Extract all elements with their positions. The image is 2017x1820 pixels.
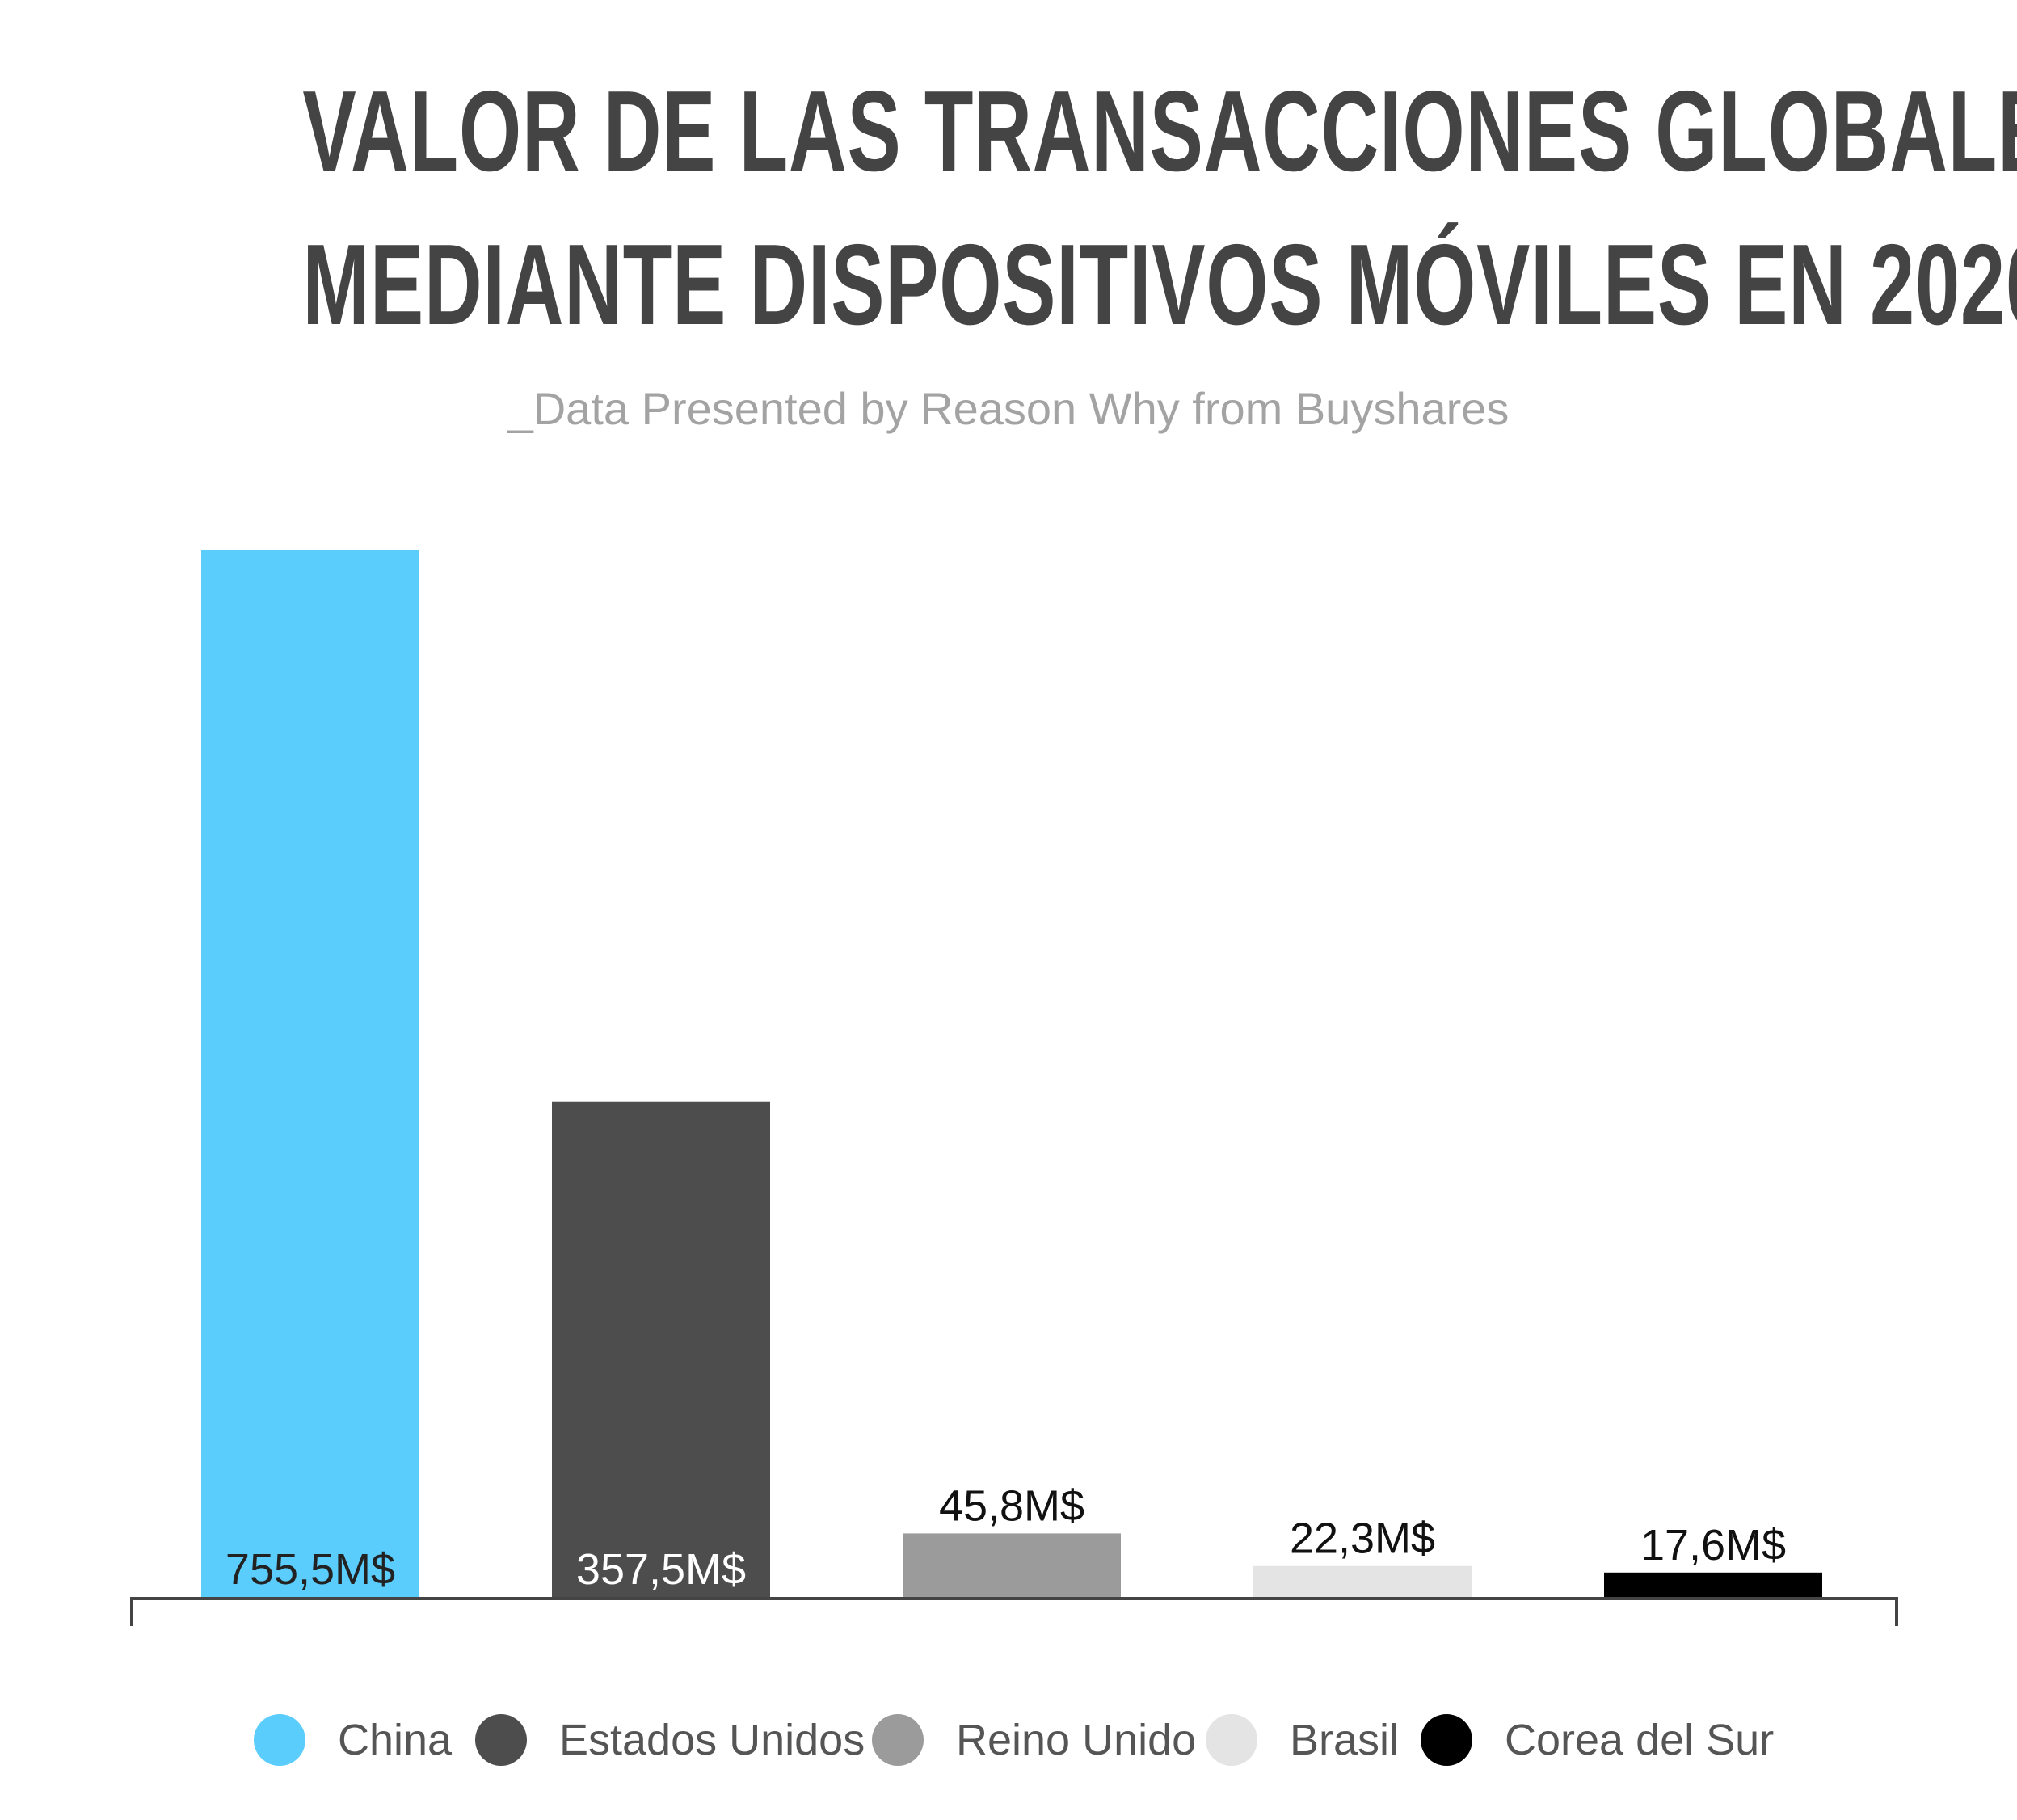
legend-item-estados-unidos: Estados Unidos [475, 1704, 865, 1776]
chart-legend: China Estados Unidos Reino Unido Brasil … [0, 1704, 2017, 1776]
legend-swatch-corea-del-sur [1421, 1714, 1472, 1766]
chart-subtitle: _Data Presented by Reason Why from Buysh… [507, 383, 1510, 434]
bar-china [201, 550, 419, 1597]
bar-brasil [1253, 1565, 1472, 1597]
legend-swatch-china [254, 1714, 305, 1766]
legend-label-reino-unido: Reino Unido [956, 1716, 1197, 1764]
legend-item-reino-unido: Reino Unido [872, 1704, 1196, 1776]
legend-label-corea-del-sur: Corea del Sur [1505, 1716, 1775, 1764]
bar-corea-del-sur [1604, 1572, 1822, 1597]
data-label-reino-unido: 45,8M$ [939, 1481, 1084, 1530]
data-label-estados-unidos: 357,5M$ [576, 1545, 746, 1594]
legend-label-brasil: Brasil [1290, 1716, 1400, 1764]
data-label-brasil: 22,3M$ [1290, 1515, 1435, 1563]
x-axis-line [130, 1597, 1898, 1626]
legend-swatch-brasil [1206, 1714, 1257, 1766]
data-label-corea-del-sur: 17,6M$ [1640, 1521, 1786, 1569]
legend-swatch-reino-unido [872, 1714, 924, 1766]
legend-item-brasil: Brasil [1206, 1704, 1399, 1776]
legend-item-corea-del-sur: Corea del Sur [1421, 1704, 1774, 1776]
bar-reino-unido [903, 1533, 1121, 1597]
data-label-china: 755,5M$ [225, 1545, 395, 1594]
legend-swatch-estados-unidos [475, 1714, 527, 1766]
legend-label-china: China [338, 1716, 453, 1764]
legend-label-estados-unidos: Estados Unidos [559, 1716, 865, 1764]
legend-item-china: China [254, 1704, 452, 1776]
bar-estados-unidos [552, 1101, 770, 1597]
